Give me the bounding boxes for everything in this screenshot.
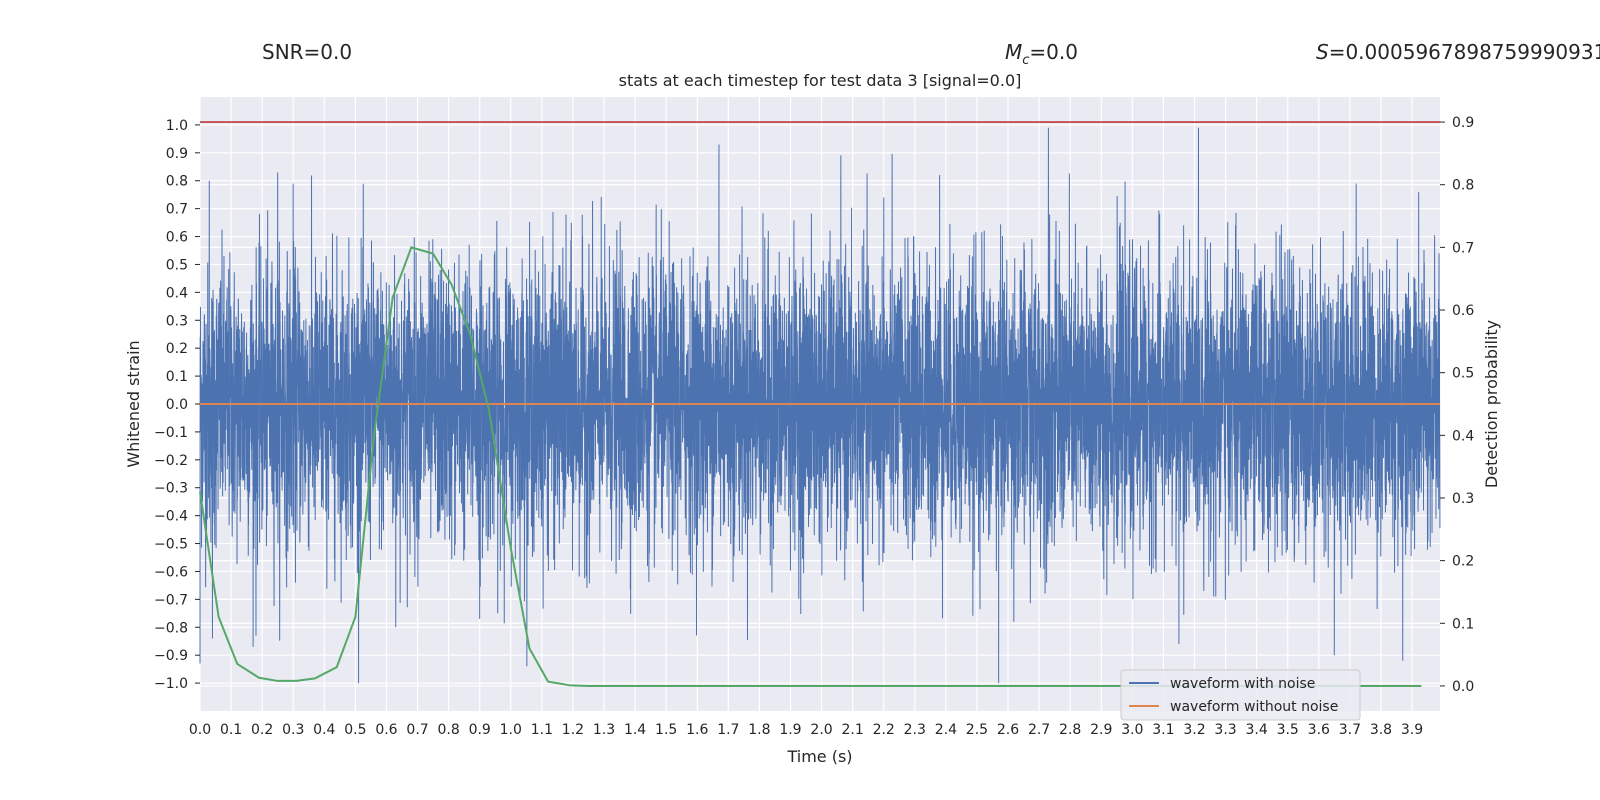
y-tick-label: 0.7	[166, 202, 188, 218]
x-tick-label: 0.8	[437, 722, 459, 738]
y-right-tick-label: 0.4	[1452, 428, 1474, 444]
x-tick-label: 3.0	[1121, 722, 1143, 738]
x-tick-label: 1.4	[624, 722, 646, 738]
x-tick-label: 2.7	[1028, 722, 1050, 738]
legend-label-without-noise: waveform without noise	[1170, 699, 1338, 715]
x-tick-label: 0.2	[251, 722, 273, 738]
x-tick-label: 2.1	[841, 722, 863, 738]
y-tick-label: −0.8	[154, 620, 188, 636]
y-right-tick-label: 0.2	[1452, 554, 1474, 570]
x-tick-label: 3.9	[1401, 722, 1423, 738]
x-tick-label: 3.3	[1214, 722, 1236, 738]
legend: waveform with noise waveform without noi…	[1120, 669, 1361, 721]
x-tick-label: 3.7	[1339, 722, 1361, 738]
x-tick-label: 2.2	[873, 722, 895, 738]
x-tick-label: 3.6	[1308, 722, 1330, 738]
x-tick-label: 3.2	[1183, 722, 1205, 738]
y-tick-label: −0.6	[154, 564, 188, 580]
x-tick-label: 1.2	[562, 722, 584, 738]
y-tick-label: 0.0	[166, 397, 188, 413]
y-tick-label: 1.0	[166, 118, 188, 134]
x-tick-label: 2.5	[966, 722, 988, 738]
x-tick-label: 1.0	[500, 722, 522, 738]
snr-label: SNR=0.0	[262, 40, 353, 64]
y-tick-label: 0.3	[166, 313, 188, 329]
x-tick-label: 0.5	[344, 722, 366, 738]
y-tick-label: 0.6	[166, 230, 188, 246]
y-tick-label: 0.5	[166, 257, 188, 273]
legend-label-with-noise: waveform with noise	[1170, 676, 1315, 692]
y-right-tick-label: 0.1	[1452, 616, 1474, 632]
x-tick-label: 3.1	[1152, 722, 1174, 738]
x-tick-label: 2.6	[997, 722, 1019, 738]
chirp-mass-label: Mc=0.0	[1005, 40, 1078, 68]
y-tick-label: 0.4	[166, 285, 188, 301]
x-tick-label: 1.7	[717, 722, 739, 738]
y-tick-label: 0.2	[166, 341, 188, 357]
x-tick-label: 3.4	[1246, 722, 1268, 738]
x-tick-label: 1.1	[531, 722, 553, 738]
y-right-tick-label: 0.7	[1452, 240, 1474, 256]
x-tick-label: 0.0	[189, 722, 211, 738]
y-axis-right-label: Detection probability	[1482, 320, 1501, 488]
x-tick-label: 1.9	[779, 722, 801, 738]
x-tick-label: 3.5	[1277, 722, 1299, 738]
y-right-tick-label: 0.9	[1452, 115, 1474, 131]
y-tick-label: −0.9	[154, 648, 188, 664]
s-symbol: S	[1316, 40, 1329, 64]
y-right-tick-label: 0.3	[1452, 491, 1474, 507]
x-tick-label: 0.3	[282, 722, 304, 738]
y-right-tick-label: 0.8	[1452, 178, 1474, 194]
y-tick-label: −0.5	[154, 537, 188, 553]
y-axis-label: Whitened strain	[124, 340, 143, 467]
y-tick-label: −1.0	[154, 676, 188, 692]
mc-value: =0.0	[1029, 40, 1078, 64]
x-tick-label: 0.4	[313, 722, 335, 738]
s-value: =0.00059678987599909317	[1328, 40, 1600, 64]
x-tick-label: 1.8	[748, 722, 770, 738]
y-tick-label: −0.4	[154, 509, 188, 525]
chart-title: stats at each timestep for test data 3 […	[618, 71, 1022, 90]
x-tick-label: 1.5	[655, 722, 677, 738]
x-tick-label: 1.3	[593, 722, 615, 738]
x-tick-label: 0.1	[220, 722, 242, 738]
x-tick-label: 2.4	[935, 722, 957, 738]
y-tick-label: 0.9	[166, 146, 188, 162]
waveform-with-noise-line	[199, 127, 1441, 684]
waveform-with-noise-series	[199, 127, 1441, 684]
x-tick-label: 2.3	[904, 722, 926, 738]
x-tick-label: 1.6	[686, 722, 708, 738]
y-tick-label: −0.7	[154, 592, 188, 608]
x-axis-label: Time (s)	[786, 747, 852, 766]
y-tick-label: −0.2	[154, 453, 188, 469]
x-tick-label: 2.0	[810, 722, 832, 738]
y-right-tick-label: 0.6	[1452, 303, 1474, 319]
y-right-tick-label: 0.5	[1452, 366, 1474, 382]
mc-symbol: M	[1005, 40, 1023, 64]
x-tick-label: 0.7	[406, 722, 428, 738]
tick-labels: 0.0 0.1 0.2 0.3 0.4 0.5 0.6 0.7 0.8 0.9 1.0 1.1 1.2 1…	[154, 115, 1474, 738]
s-stat-label: S=0.00059678987599909317	[1316, 40, 1600, 64]
y-tick-label: −0.3	[154, 481, 188, 497]
mc-subscript: c	[1022, 53, 1030, 68]
y-tick-label: −0.1	[154, 425, 188, 441]
y-right-tick-label: 0.0	[1452, 679, 1474, 695]
x-tick-label: 0.9	[469, 722, 491, 738]
x-tick-label: 2.8	[1059, 722, 1081, 738]
x-tick-label: 2.9	[1090, 722, 1112, 738]
x-tick-label: 0.6	[375, 722, 397, 738]
legend-box	[1120, 669, 1361, 721]
y-tick-label: 0.1	[166, 369, 188, 385]
y-tick-label: 0.8	[166, 174, 188, 190]
x-tick-label: 3.8	[1370, 722, 1392, 738]
